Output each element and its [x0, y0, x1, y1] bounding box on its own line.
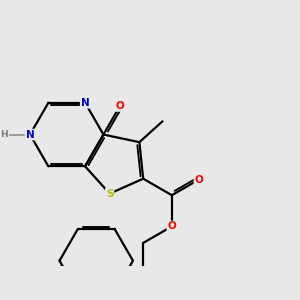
Text: O: O [194, 175, 203, 184]
Text: O: O [167, 221, 176, 231]
Text: O: O [116, 101, 124, 111]
Text: S: S [106, 189, 113, 199]
Text: N: N [81, 98, 89, 108]
Text: H: H [1, 130, 8, 139]
Text: N: N [26, 130, 34, 140]
